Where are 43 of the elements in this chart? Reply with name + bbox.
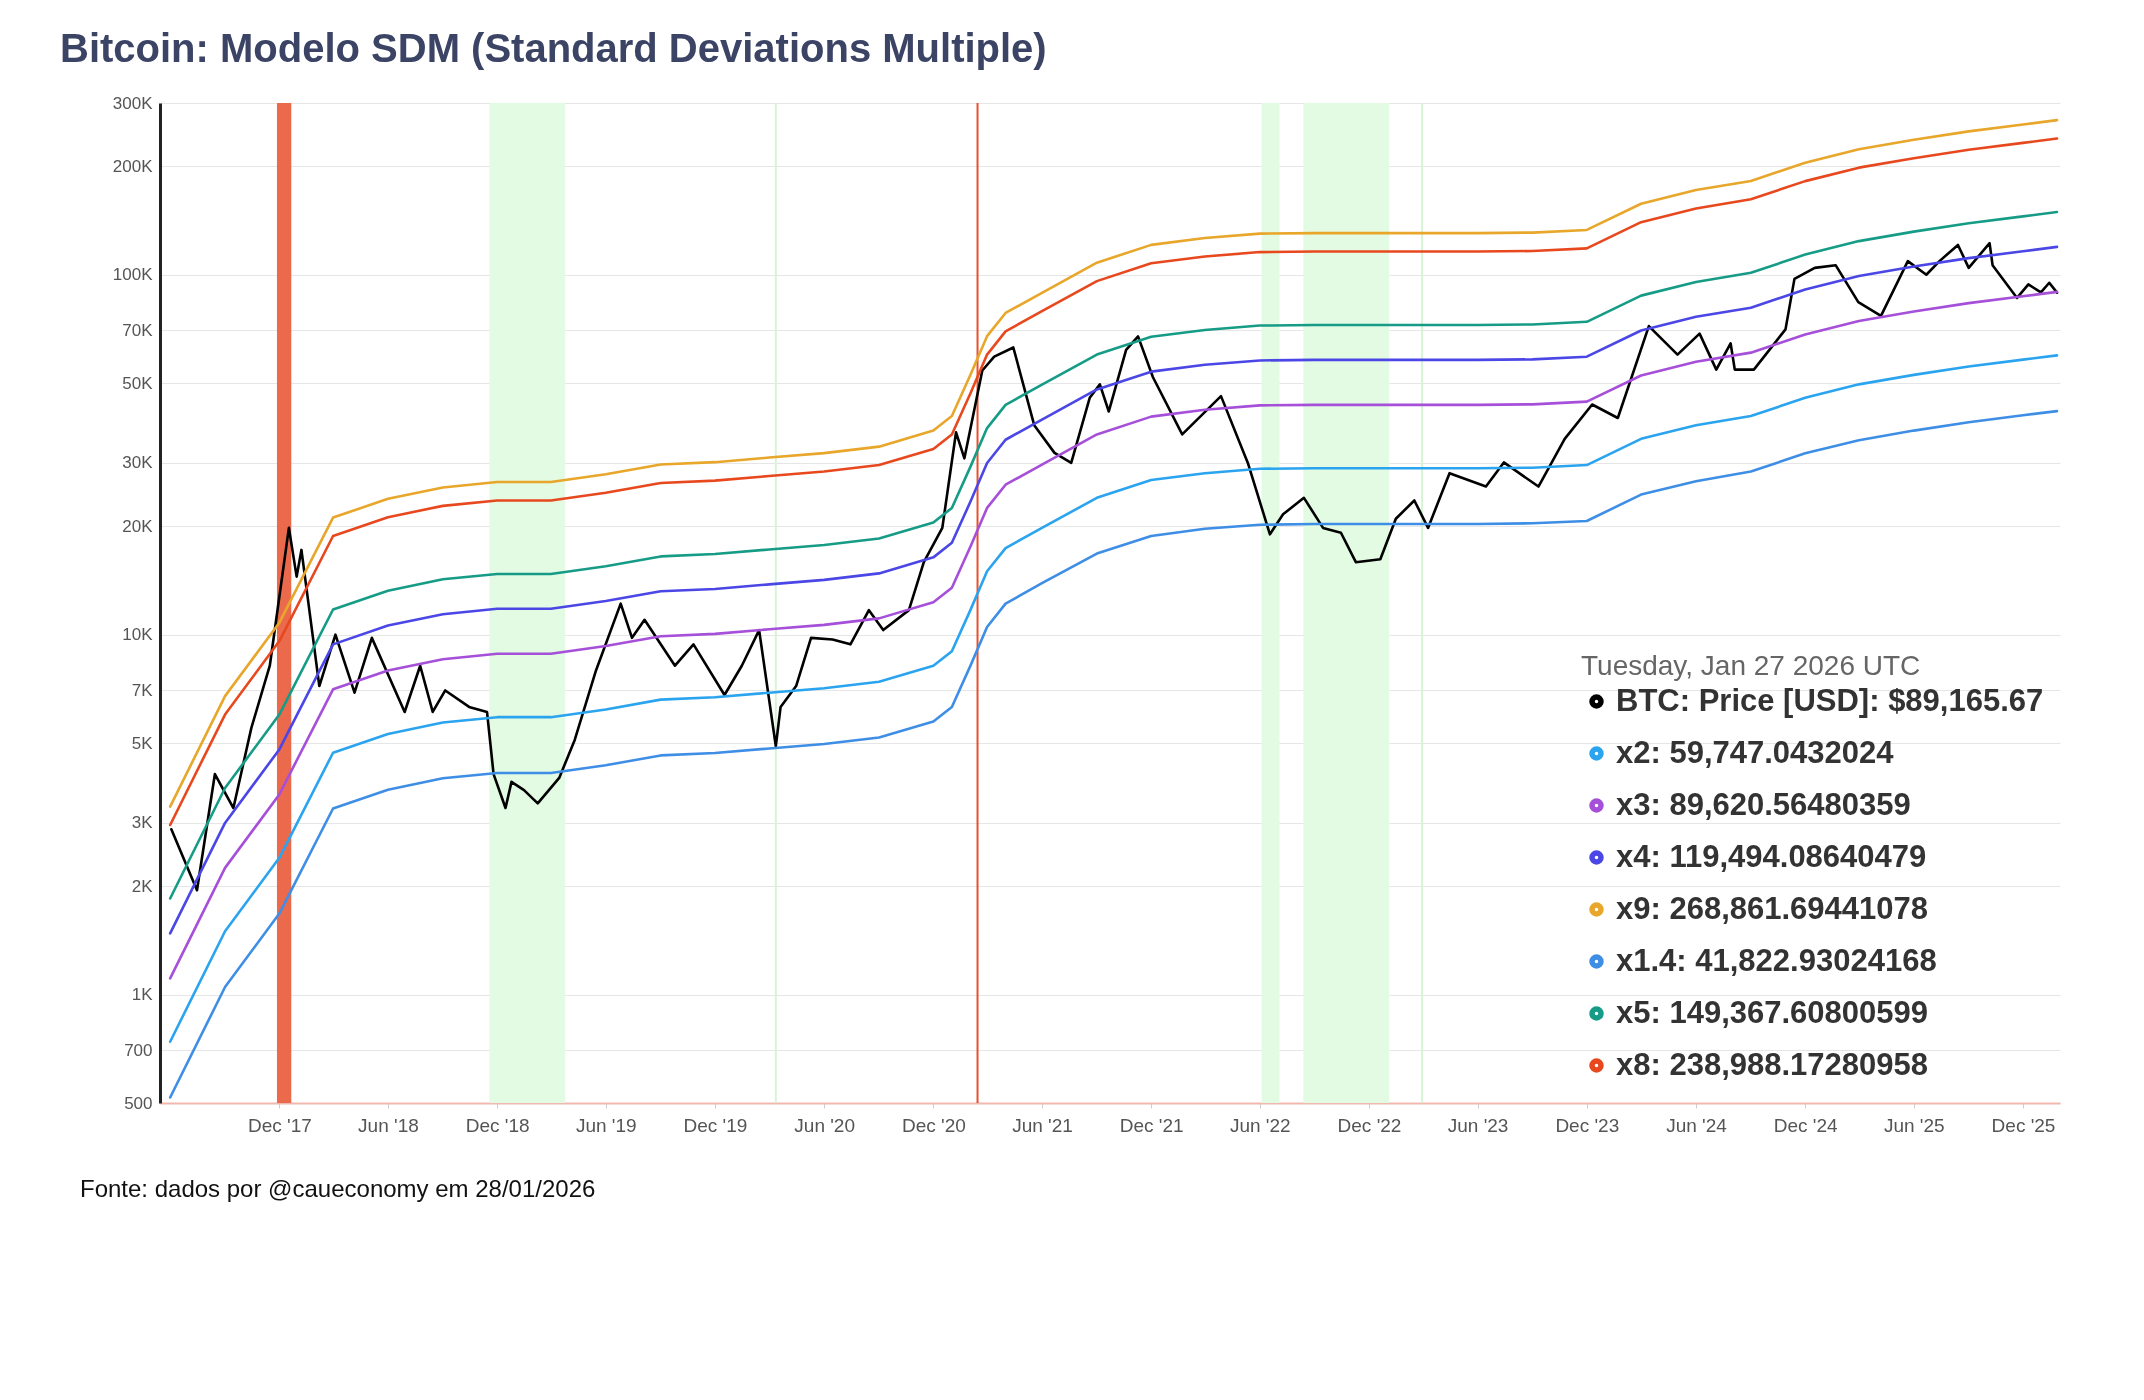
legend-title: Tuesday, Jan 27 2026 UTC — [1581, 650, 1921, 681]
y-tick-label: 1K — [131, 985, 154, 1005]
y-tick-label: 30K — [122, 453, 154, 473]
x-tick-label: Jun '24 — [1666, 1114, 1728, 1136]
y-tick-label: 200K — [112, 156, 154, 176]
y-tick-label: 2K — [131, 876, 154, 896]
y-tick-label: 10K — [122, 625, 154, 645]
y-tick-label: 5K — [131, 733, 154, 753]
legend-label: BTC: Price [USD]: $89,165.67 — [1616, 682, 2044, 718]
x-tick-label: Jun '18 — [358, 1114, 419, 1136]
x-tick-label: Dec '21 — [1119, 1114, 1184, 1136]
source-note: Fonte: dados por @caueconomy em 28/01/2026 — [80, 1175, 596, 1202]
legend-label: x9: 268,861.69441078 — [1616, 890, 1929, 926]
legend-label: x2: 59,747.0432024 — [1616, 734, 1895, 770]
x-tick-label: Dec '18 — [465, 1114, 530, 1136]
y-tick-label: 20K — [122, 516, 154, 536]
y-tick-label: 700 — [124, 1040, 153, 1060]
x-tick-label: Jun '23 — [1447, 1114, 1509, 1136]
x-tick-label: Jun '25 — [1883, 1114, 1945, 1136]
x-tick-label: Dec '22 — [1337, 1114, 1402, 1136]
y-tick-label: 300K — [112, 93, 154, 113]
x-tick-label: Dec '24 — [1773, 1114, 1839, 1136]
legend-label: x1.4: 41,822.93024168 — [1616, 942, 1937, 978]
y-tick-label: 7K — [131, 680, 154, 700]
x-tick-label: Dec '23 — [1555, 1114, 1620, 1136]
x-tick-label: Jun '19 — [575, 1114, 637, 1136]
x-tick-label: Dec '19 — [683, 1114, 748, 1136]
y-tick-label: 50K — [122, 373, 154, 393]
y-tick-label: 3K — [131, 813, 154, 833]
y-tick-label: 100K — [112, 265, 154, 285]
legend-label: x5: 149,367.60800599 — [1616, 994, 1929, 1030]
x-tick-label: Dec '25 — [1991, 1114, 2056, 1136]
legend-label: x3: 89,620.56480359 — [1616, 786, 1911, 822]
chart-title: Bitcoin: Modelo SDM (Standard Deviations Multiple) — [60, 26, 1047, 70]
x-tick-label: Jun '22 — [1229, 1114, 1291, 1136]
y-tick-label: 70K — [122, 321, 154, 340]
x-tick-label: Jun '21 — [1012, 1114, 1073, 1136]
legend-label: x4: 119,494.08640479 — [1616, 838, 1927, 874]
x-tick-label: Jun '20 — [794, 1114, 856, 1136]
x-tick-label: Dec '20 — [901, 1114, 966, 1136]
x-tick-label: Dec '17 — [247, 1114, 312, 1136]
legend-label: x8: 238,988.17280958 — [1616, 1046, 1929, 1082]
y-tick-label: 500 — [124, 1093, 153, 1113]
